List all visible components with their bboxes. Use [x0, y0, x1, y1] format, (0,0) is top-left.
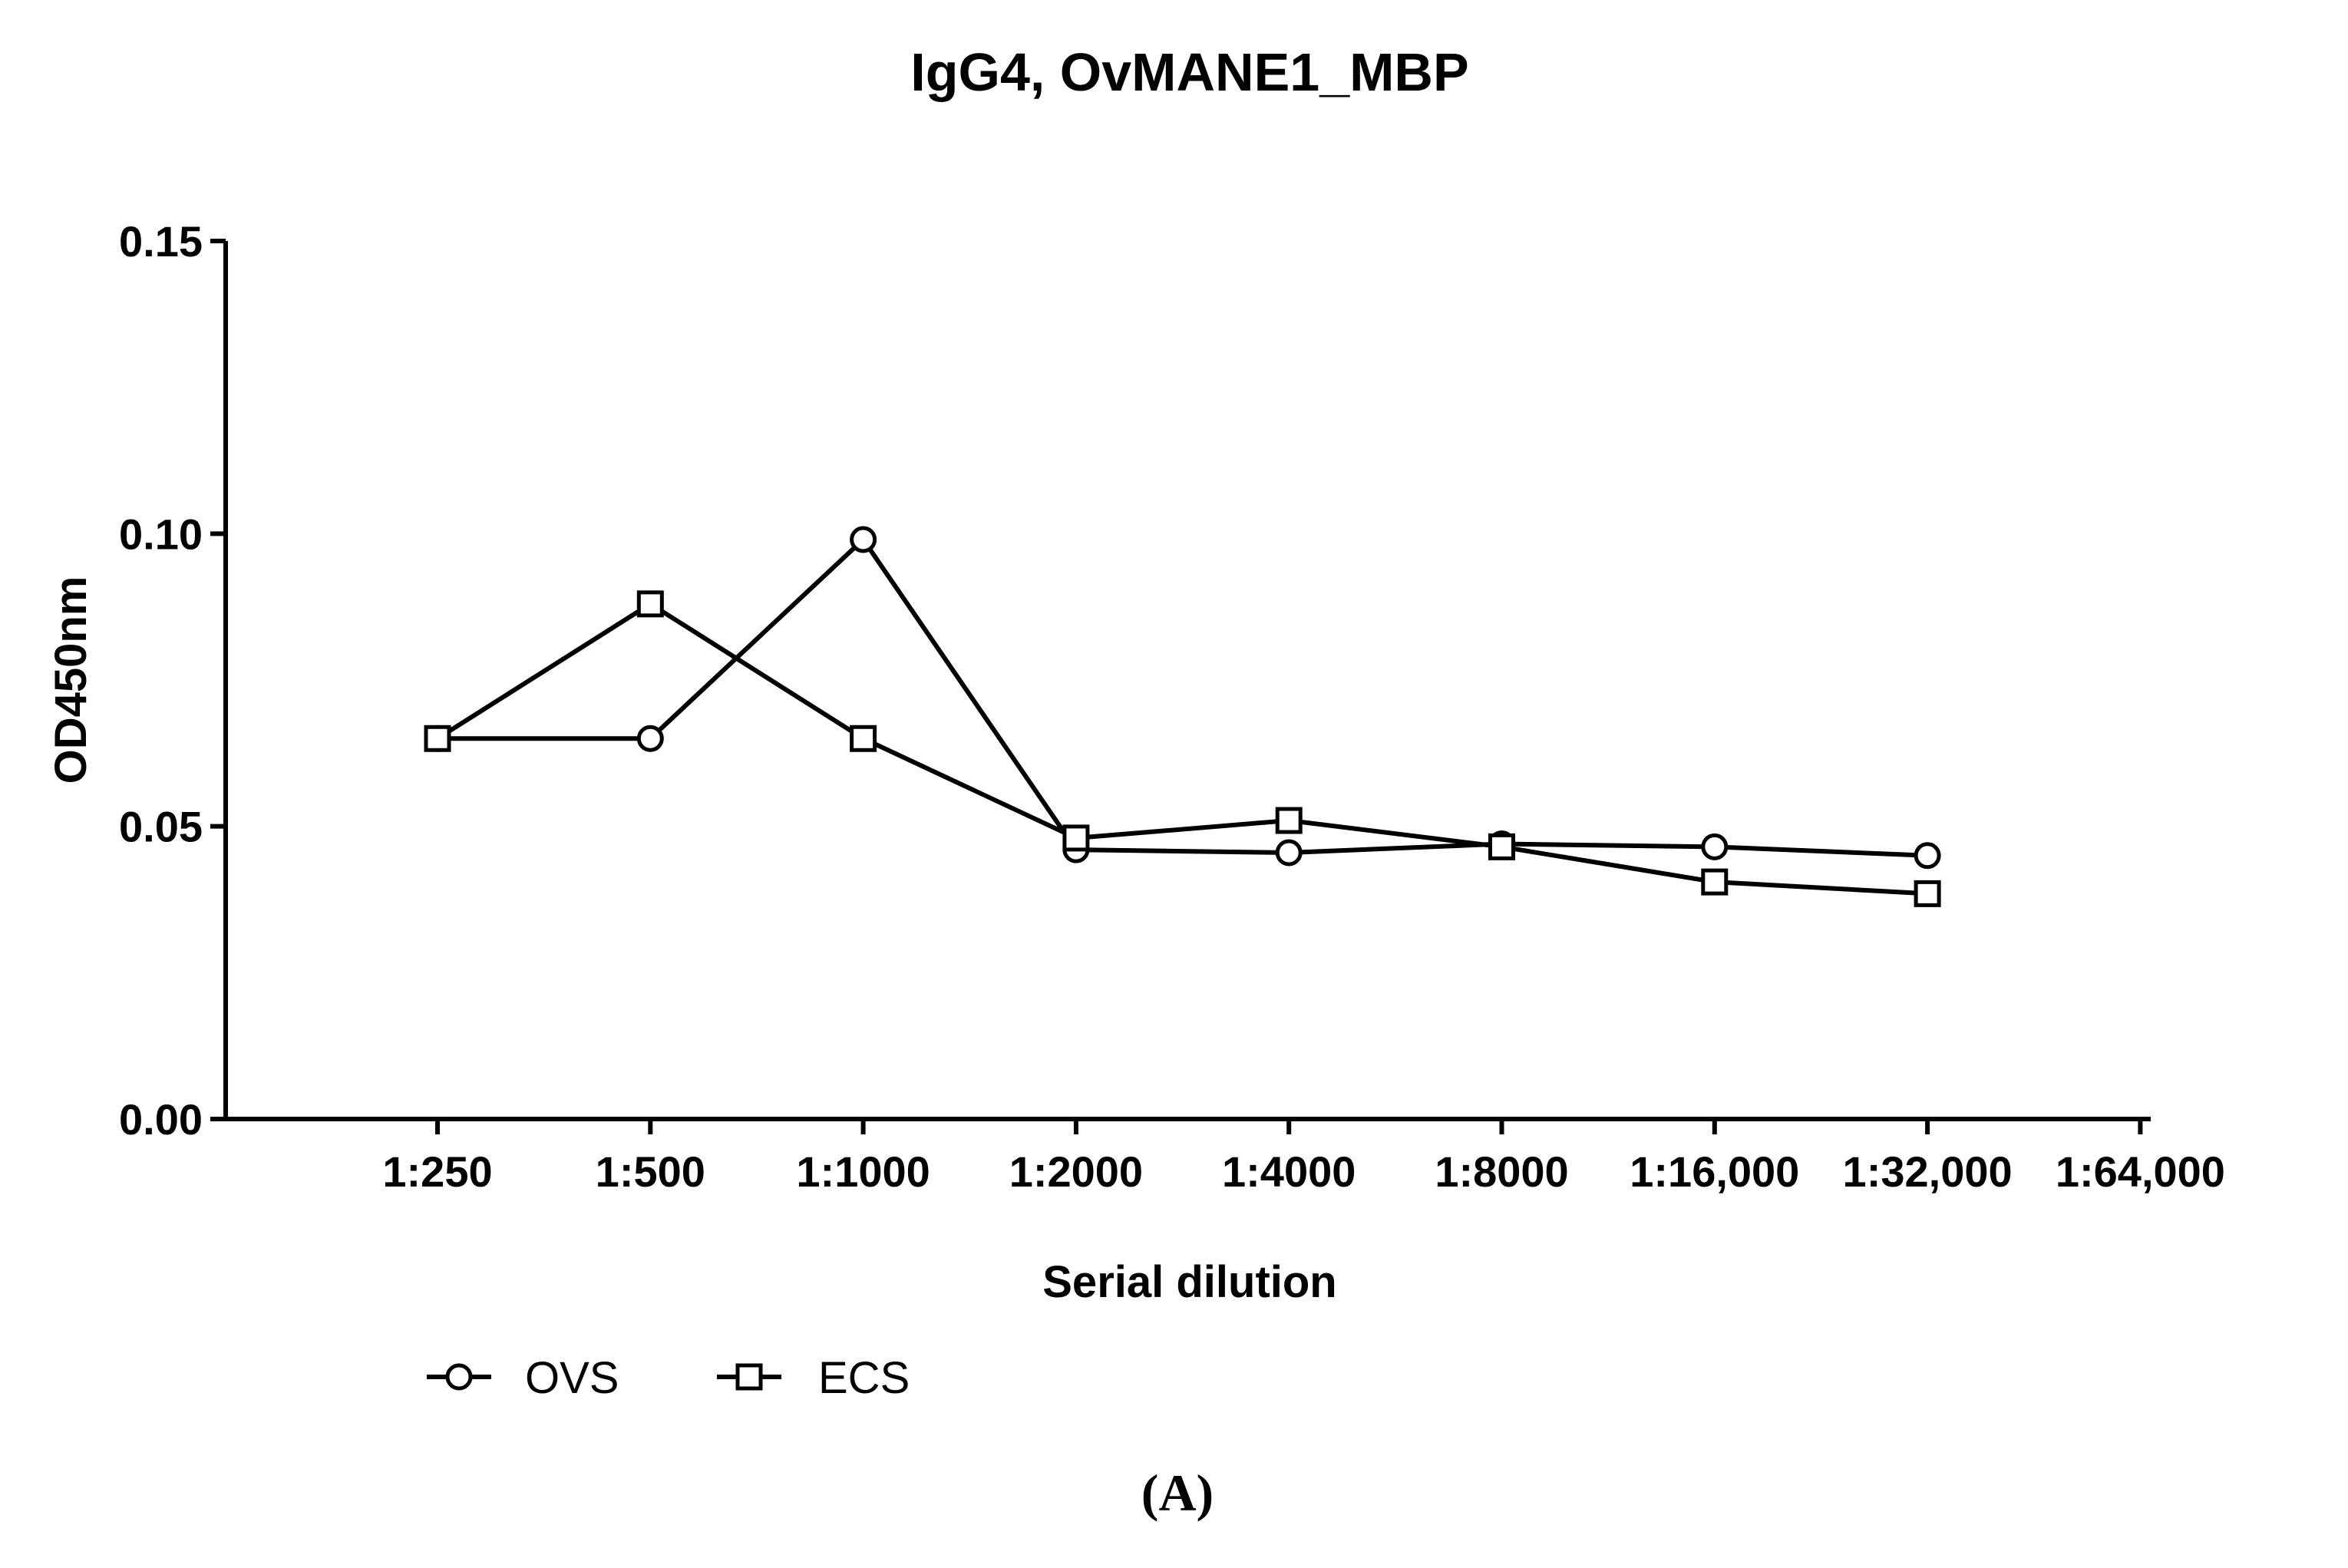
- data-point-ecs: [424, 725, 451, 752]
- y-tick-label: 0.05: [119, 803, 203, 851]
- legend-item-ovs: OVS: [427, 1353, 619, 1403]
- data-point-ecs: [1914, 880, 1941, 907]
- series-line-ovs: [438, 536, 1928, 858]
- x-tick-label: 1:1000: [796, 1147, 930, 1196]
- legend: OVS ECS: [427, 1353, 910, 1403]
- legend-label-ovs: OVS: [525, 1353, 619, 1403]
- data-point-ecs: [850, 725, 877, 752]
- square-marker-icon: [735, 1363, 763, 1391]
- data-point-ecs: [636, 590, 664, 618]
- x-tick-label: 1:16,000: [1630, 1147, 1799, 1196]
- data-point-ovs: [1914, 842, 1941, 870]
- panel-label: (A): [1141, 1464, 1214, 1522]
- data-point-ecs: [1488, 833, 1515, 860]
- legend-item-ecs: ECS: [717, 1353, 910, 1403]
- x-tick-label: 1:64,000: [2056, 1147, 2225, 1196]
- series-ovs: [424, 526, 1941, 870]
- data-point-ovs: [850, 526, 877, 553]
- chart-title: IgG4, OvMANE1_MBP: [910, 42, 1468, 102]
- data-point-ovs: [636, 725, 664, 752]
- data-point-ecs: [1275, 807, 1303, 834]
- data-point-ecs: [1062, 824, 1090, 852]
- series-line-ecs: [436, 601, 1928, 896]
- series-ecs: [424, 590, 1941, 907]
- y-tick-label: 0.10: [119, 510, 203, 558]
- x-tick-label: 1:250: [382, 1147, 492, 1196]
- x-tick-label: 1:32,000: [1843, 1147, 2013, 1196]
- data-point-ovs: [1275, 839, 1303, 867]
- x-tick-label: 1:500: [596, 1147, 705, 1196]
- legend-label-ecs: ECS: [818, 1353, 910, 1403]
- y-axis-title: OD450nm: [46, 576, 96, 784]
- data-point-ovs: [1701, 833, 1729, 860]
- circle-marker-icon: [445, 1363, 473, 1391]
- y-ticks: 0.00 0.05 0.10 0.15: [119, 217, 226, 1144]
- y-tick-label: 0.15: [119, 217, 203, 266]
- x-tick-label: 1:4000: [1222, 1147, 1356, 1196]
- data-point-ecs: [1701, 868, 1729, 896]
- axes: [223, 241, 2151, 1121]
- x-tick-label: 1:8000: [1435, 1147, 1568, 1196]
- x-ticks: 1:250 1:500 1:1000 1:2000 1:4000 1:8000 1:16,0…: [382, 1119, 2225, 1196]
- x-tick-label: 1:2000: [1009, 1147, 1143, 1196]
- x-axis-title: Serial dilution: [1042, 1257, 1337, 1307]
- series-layer: [424, 526, 1941, 907]
- y-tick-label: 0.00: [119, 1095, 203, 1144]
